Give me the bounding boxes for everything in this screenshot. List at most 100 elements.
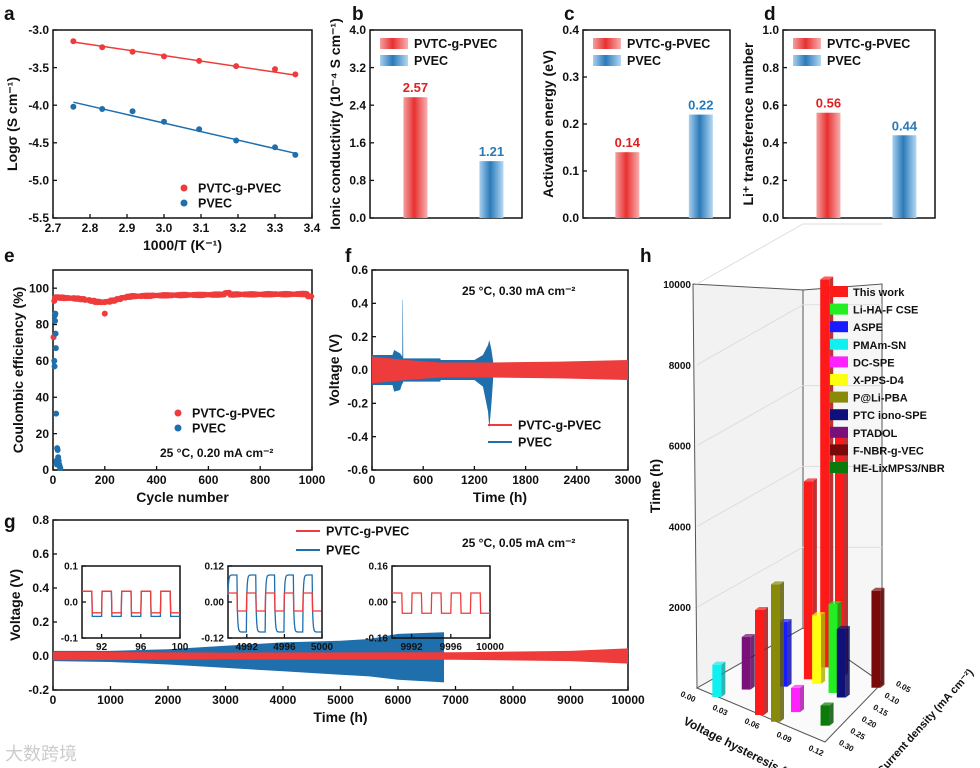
data-point [292,71,299,78]
bar3d-This work [755,606,768,715]
legend-swatch [793,38,821,49]
y-tick-label: 1.0 [762,23,779,37]
x-tick-label: 800 [250,473,270,487]
bar-value-label: 1.21 [479,144,504,159]
data-point [196,126,203,133]
y-tick-label: 0.05 [894,679,912,695]
x-axis-title: Cycle number [136,489,229,505]
bar-PVEC [688,114,713,218]
legend-0-marker [180,184,188,192]
y-axis-title: Ionic conductivity (10⁻⁴ S cm⁻¹) [327,18,343,230]
x-tick-label: 2.8 [82,221,99,235]
data-point [233,137,240,144]
data-point [241,291,248,298]
bar-top [712,661,726,665]
y-tick-label: 0.4 [351,297,368,311]
data-point [86,297,93,303]
legend-swatch [380,38,408,49]
y-tick-label: 0.10 [883,691,901,707]
y-tick-label: 0.8 [349,174,366,188]
bar-front [820,705,830,726]
y-tick-label: 0.4 [762,136,779,150]
z-tick-label: 8000 [669,361,692,372]
panel-label-e: e [4,246,15,267]
x-tick-label: 0 [50,693,57,707]
watermark: 大数跨境 [5,744,77,764]
bar-front [771,584,780,722]
inset-2: -0.12 0.00 0.12 4992 4996 5000 [201,562,333,654]
data-point [292,151,299,158]
y-tick-label: 0.0 [562,211,579,225]
data-point [52,330,59,337]
bar-front [820,279,830,668]
legend-label: PVEC [627,54,661,68]
y-tick-label: 0.8 [762,61,779,75]
annotation: 25 °C, 0.05 mA cm⁻² [462,536,575,550]
y-axis-title: Voltage (V) [326,334,342,406]
x-tick-label: 2.9 [119,221,136,235]
y-tick-label: 0.4 [32,581,49,595]
x-tick-label: 3000 [212,693,239,707]
bar3d-PTC iono-SPE [836,625,850,698]
data-point [272,66,278,73]
data-point [53,410,60,417]
y-tick-label: -0.1 [61,634,79,645]
y-tick-label: -0.12 [201,634,224,645]
y-tick-label: 0 [42,463,49,477]
legend-swatch [593,55,621,66]
y-tick-label: 0.4 [562,23,579,37]
data-point [262,291,269,298]
legend-label: P@Li-PBA [853,393,908,405]
y-tick-label: 0.12 [205,562,225,573]
legend-label: Li-HA-F CSE [853,305,918,317]
y-tick-label: 0.6 [351,263,368,277]
y-tick-label: 0.6 [32,547,49,561]
legend-1-label: PVEC [518,436,552,450]
x-tick-label: 8000 [500,693,527,707]
data-point [283,291,290,298]
x-tick-label: 1800 [512,473,539,487]
legend-0-label: PVTC-g-PVEC [198,182,281,196]
series-PVTC-g-PVEC [53,648,628,664]
data-point [51,363,58,370]
data-point [91,297,98,304]
legend-swatch [830,356,848,368]
bar-side [721,661,726,697]
y-tick-label: 0.2 [32,615,49,629]
x-tick-label: 5000 [327,693,354,707]
legend-swatch [830,462,848,473]
data-point [226,289,233,296]
legend-swatch [793,55,821,66]
bar3d-P@Li-PBA [771,581,784,722]
data-point [161,53,167,60]
data-point [99,44,106,51]
bar-front [871,590,881,688]
chart-h: 2000 4000 6000 8000 10000 Time (h) 0.00 0.03 0.0… [647,223,976,768]
chart-f: -0.6 -0.4 -0.2 0.0 0.2 0.4 0.6 0 600 1200 1800 2400… [326,263,642,505]
chart-a: -5.5 -5.0 -4.5 -4.0 -3.5 -3.0 2.7 2.8 2.9 3.0 3.1 3… [4,23,321,253]
legend-0-label: PVTC-g-PVEC [192,407,275,421]
data-point [161,118,167,125]
annotation: 25 °C, 0.30 mA cm⁻² [462,284,575,298]
bar-side [764,606,768,715]
bar-front [835,434,844,677]
x-tick-label: 100 [172,642,189,653]
y-tick-label: -5.5 [28,211,49,225]
x-tick-label: 0.12 [807,743,825,758]
data-point [307,293,314,300]
data-point [112,297,119,304]
fit-line [73,101,296,155]
grid-line [696,546,804,608]
legend-label: PVEC [414,54,448,68]
bar-front [741,637,751,690]
y-tick-label: 0.0 [32,649,49,663]
legend-label: PTC iono-SPE [853,410,927,422]
bar-front [712,664,722,697]
legend-label: ASPE [853,322,883,334]
legend-swatch [593,38,621,49]
data-point [57,465,64,472]
y-tick-label: 60 [36,354,50,368]
z-tick-label: 2000 [669,603,692,614]
x-tick-label: 9996 [440,642,463,653]
y-tick-label: -0.16 [365,634,388,645]
